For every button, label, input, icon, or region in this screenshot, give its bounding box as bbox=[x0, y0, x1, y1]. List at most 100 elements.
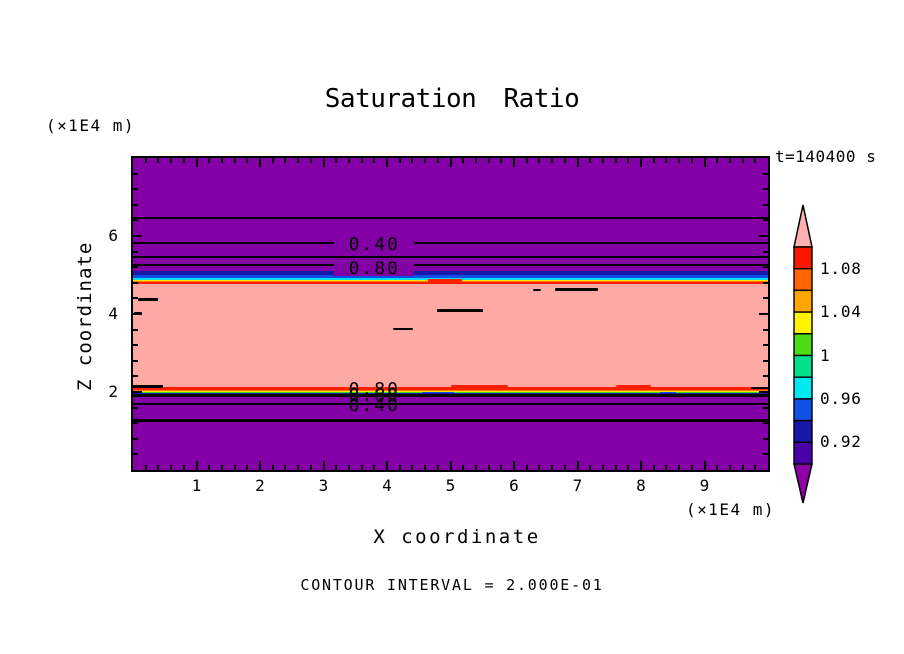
contour-artifact bbox=[555, 287, 599, 291]
x-minor-tick bbox=[690, 158, 693, 163]
z-minor-tick bbox=[133, 328, 138, 331]
contour-label: 0.40 bbox=[348, 394, 400, 416]
x-minor-tick bbox=[754, 158, 757, 163]
x-minor-tick bbox=[551, 158, 554, 163]
z-minor-tick bbox=[763, 203, 768, 206]
x-major-tick bbox=[386, 158, 388, 167]
colorbar-segment bbox=[793, 311, 813, 335]
x-tick-label: 6 bbox=[509, 476, 519, 495]
x-minor-tick bbox=[246, 158, 249, 163]
z-minor-tick bbox=[763, 422, 768, 425]
x-minor-tick bbox=[665, 158, 668, 163]
fill-band bbox=[133, 394, 768, 397]
x-minor-tick bbox=[716, 158, 719, 163]
x-minor-tick bbox=[271, 158, 274, 163]
z-minor-tick bbox=[133, 344, 138, 347]
fill-band bbox=[133, 396, 768, 470]
x-minor-tick bbox=[500, 158, 503, 163]
contour-artifact bbox=[133, 384, 163, 388]
z-tick-label: 4 bbox=[108, 304, 118, 323]
x-major-tick bbox=[703, 158, 706, 167]
x-minor-tick bbox=[284, 158, 287, 163]
x-major-tick bbox=[322, 461, 325, 470]
x-tick-label: 7 bbox=[572, 476, 583, 495]
colorbar-arrow-low bbox=[793, 463, 813, 504]
x-major-tick bbox=[195, 158, 198, 167]
z-tick-label: 6 bbox=[108, 226, 118, 245]
x-major-tick bbox=[386, 461, 388, 470]
fill-band bbox=[133, 389, 768, 391]
x-minor-tick bbox=[589, 158, 592, 163]
fill-band bbox=[133, 271, 768, 275]
x-minor-tick bbox=[157, 158, 160, 163]
x-major-tick bbox=[513, 461, 515, 470]
colorbar-arrow-high bbox=[793, 204, 813, 248]
x-minor-tick bbox=[690, 465, 693, 470]
z-minor-tick bbox=[133, 375, 138, 378]
z-minor-tick bbox=[763, 437, 768, 440]
contour-label: 0.80 bbox=[334, 258, 415, 279]
fill-band bbox=[133, 158, 768, 272]
x-major-tick bbox=[513, 158, 515, 167]
x-minor-tick bbox=[678, 465, 681, 470]
z-minor-tick bbox=[763, 406, 768, 409]
z-major-tick bbox=[759, 235, 768, 237]
z-minor-tick bbox=[763, 375, 768, 378]
x-minor-tick bbox=[271, 465, 274, 470]
fill-band bbox=[133, 283, 768, 387]
time-label: t=140400 s bbox=[775, 147, 877, 166]
z-minor-tick bbox=[133, 203, 138, 206]
contour-artifact bbox=[421, 391, 454, 394]
x-minor-tick bbox=[347, 158, 350, 163]
contour-label: 0.60 bbox=[348, 384, 400, 406]
chart-title: Saturation Ratio bbox=[324, 84, 580, 114]
z-minor-tick bbox=[763, 219, 768, 222]
x-major-tick bbox=[449, 461, 452, 470]
x-minor-tick bbox=[474, 465, 477, 470]
colorbar-tick-label: 0.96 bbox=[820, 388, 862, 408]
colorbar-segment bbox=[793, 419, 813, 444]
contour-artifact bbox=[751, 386, 768, 390]
x-minor-tick bbox=[627, 465, 630, 470]
z-minor-tick bbox=[133, 281, 138, 284]
x-major-tick bbox=[640, 158, 642, 167]
z-minor-tick bbox=[763, 172, 768, 175]
x-tick-label: 3 bbox=[318, 476, 329, 495]
z-minor-tick bbox=[763, 359, 768, 362]
x-tick-label: 5 bbox=[445, 476, 456, 495]
fill-band bbox=[133, 282, 768, 284]
colorbar-segment bbox=[793, 246, 813, 270]
x-minor-tick bbox=[398, 465, 401, 470]
fill-band bbox=[133, 393, 768, 395]
contour-line-0.6 bbox=[133, 256, 768, 258]
x-minor-tick bbox=[233, 465, 236, 470]
x-minor-tick bbox=[144, 158, 147, 163]
z-major-tick bbox=[759, 391, 768, 393]
x-minor-tick bbox=[335, 158, 338, 163]
contour-artifact bbox=[437, 308, 483, 312]
x-axis-unit: (×1E4 m) bbox=[686, 500, 776, 519]
x-minor-tick bbox=[741, 465, 744, 470]
colorbar-segment bbox=[793, 398, 813, 422]
x-minor-tick bbox=[652, 465, 655, 470]
z-minor-tick bbox=[763, 297, 768, 300]
x-minor-tick bbox=[373, 465, 376, 470]
x-minor-tick bbox=[182, 465, 185, 470]
contour-artifact bbox=[134, 311, 142, 314]
z-minor-tick bbox=[133, 172, 138, 175]
x-minor-tick bbox=[297, 158, 300, 163]
plot-frame: 0.40 0.80 0.80 0.60 0.40 bbox=[131, 156, 770, 472]
z-major-tick bbox=[759, 313, 768, 315]
z-minor-tick bbox=[763, 250, 768, 253]
x-major-tick bbox=[195, 461, 198, 470]
z-minor-tick bbox=[133, 437, 138, 440]
colorbar-segment bbox=[793, 441, 813, 465]
contour-artifact bbox=[428, 279, 462, 282]
contour-artifact bbox=[660, 391, 676, 394]
contour-label: 0.80 bbox=[348, 379, 400, 401]
colorbar-tick-label: 0.92 bbox=[820, 432, 862, 452]
x-minor-tick bbox=[601, 465, 604, 470]
z-axis-unit: (×1E4 m) bbox=[46, 116, 136, 135]
x-major-tick bbox=[703, 461, 706, 470]
